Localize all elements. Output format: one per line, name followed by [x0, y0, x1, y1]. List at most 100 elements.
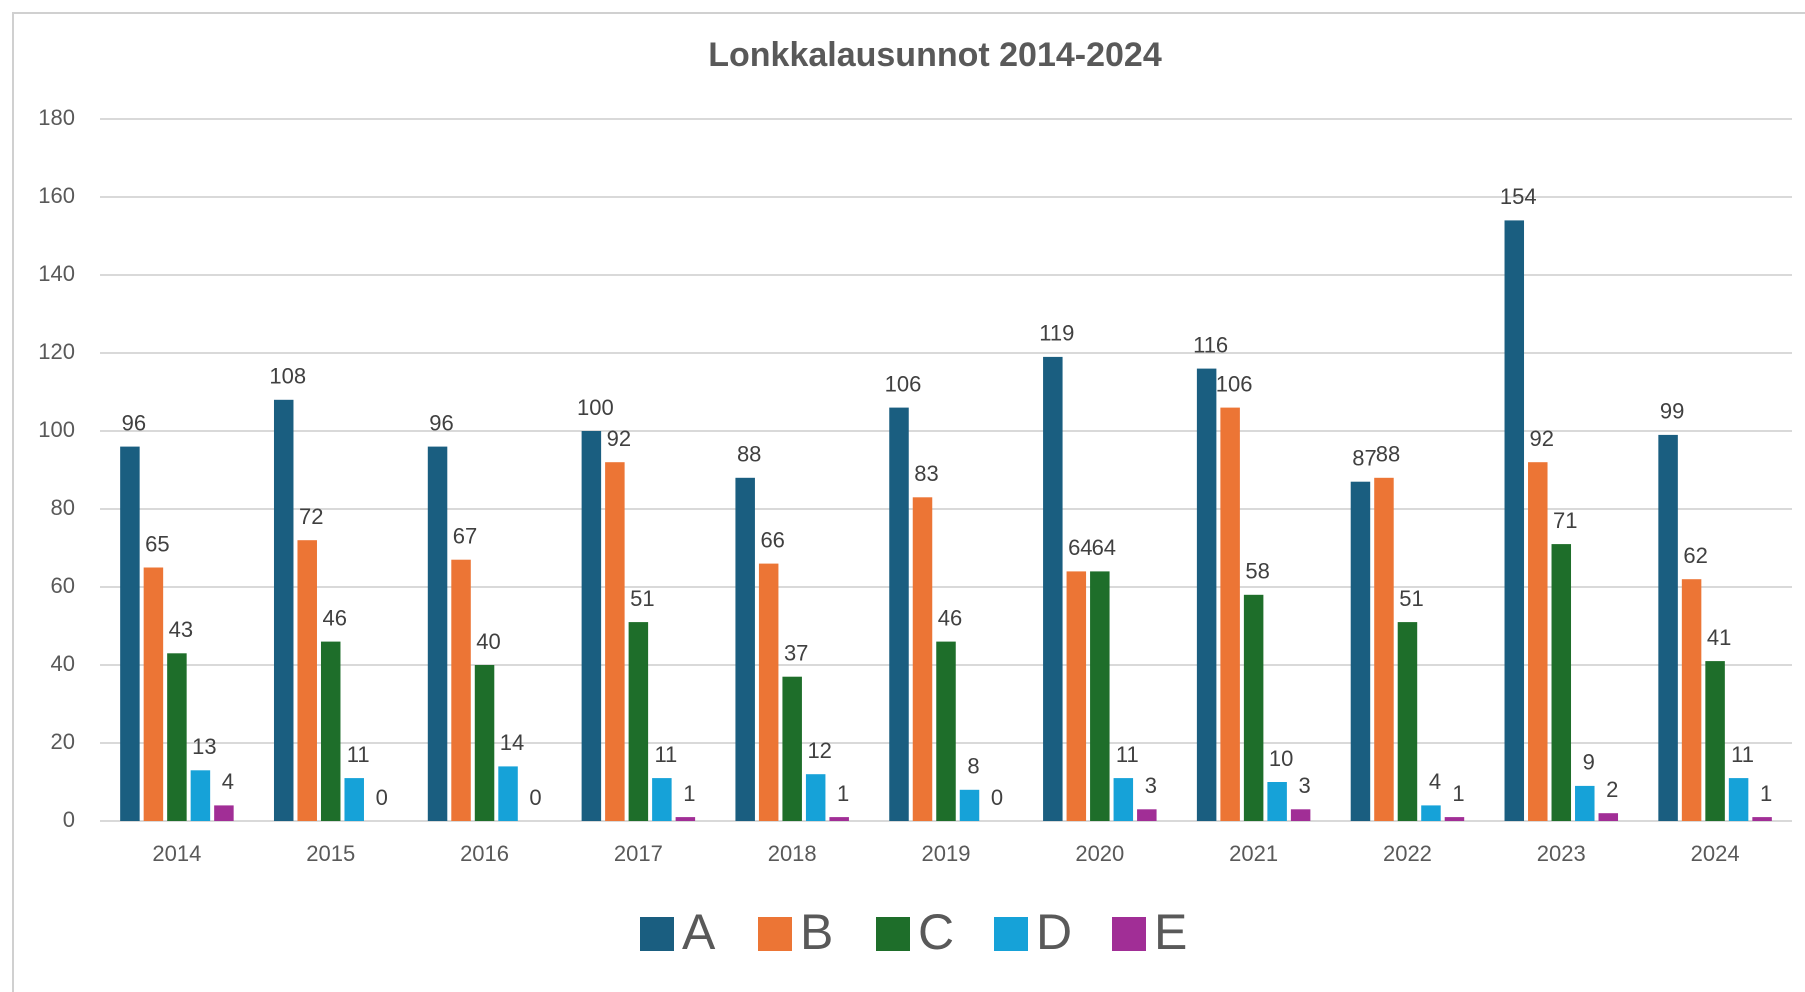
y-tick-label: 20 — [51, 729, 75, 754]
data-label: 71 — [1553, 508, 1577, 533]
data-label: 46 — [322, 605, 346, 630]
y-tick-label: 0 — [63, 807, 75, 832]
legend-swatch — [876, 917, 910, 951]
data-label: 4 — [222, 769, 234, 794]
x-tick-label: 2018 — [768, 841, 817, 866]
data-label: 1 — [1760, 781, 1772, 806]
data-label: 3 — [1145, 773, 1157, 798]
bar — [1728, 778, 1749, 821]
bar — [167, 653, 187, 821]
x-tick-label: 2015 — [306, 841, 355, 866]
data-label: 8 — [967, 754, 979, 779]
data-label: 3 — [1299, 773, 1311, 798]
data-label: 92 — [607, 426, 631, 451]
data-label: 65 — [145, 531, 169, 556]
data-label: 10 — [1269, 746, 1293, 771]
bar — [1220, 407, 1240, 821]
data-label: 88 — [737, 442, 761, 467]
data-label: 66 — [760, 527, 784, 552]
bar — [652, 778, 672, 821]
data-label: 99 — [1660, 399, 1684, 424]
bar — [1504, 220, 1525, 821]
legend-swatch — [640, 917, 674, 951]
bar — [1681, 579, 1702, 821]
data-label: 37 — [784, 641, 808, 666]
y-tick-label: 180 — [38, 105, 75, 130]
data-label: 106 — [1216, 371, 1253, 396]
x-tick-label: 2017 — [614, 841, 663, 866]
data-label: 13 — [192, 734, 216, 759]
bar — [451, 559, 471, 821]
bar — [1658, 434, 1678, 821]
data-label: 14 — [500, 730, 524, 755]
bar — [628, 622, 649, 821]
data-label: 119 — [1039, 321, 1074, 346]
bar — [758, 563, 779, 821]
bar — [605, 462, 625, 821]
y-tick-label: 160 — [38, 183, 75, 208]
bar — [1528, 462, 1548, 821]
y-tick-label: 40 — [51, 651, 75, 676]
data-label: 51 — [630, 586, 654, 611]
bar — [1705, 661, 1725, 821]
legend-swatch — [994, 917, 1028, 951]
data-label: 83 — [914, 461, 938, 486]
bar — [1421, 805, 1441, 821]
data-label: 40 — [476, 629, 500, 654]
data-label: 58 — [1245, 559, 1269, 584]
data-label: 88 — [1376, 442, 1400, 467]
bar — [498, 766, 518, 821]
x-tick-label: 2016 — [460, 841, 509, 866]
bar — [912, 497, 933, 821]
bar — [1066, 571, 1087, 821]
legend-swatch — [758, 917, 792, 951]
bar — [1267, 782, 1287, 821]
data-label: 9 — [1583, 750, 1595, 775]
data-label: 96 — [429, 410, 453, 435]
data-label: 116 — [1193, 332, 1228, 357]
data-label: 108 — [269, 364, 306, 389]
legend-label: A — [682, 904, 716, 960]
data-label: 1 — [837, 781, 849, 806]
data-label: 87 — [1352, 446, 1376, 471]
data-label: 100 — [577, 395, 614, 420]
bar — [581, 431, 602, 821]
y-tick-label: 140 — [38, 261, 75, 286]
bar — [320, 641, 341, 821]
bar — [1575, 785, 1595, 821]
legend-label: C — [918, 904, 954, 960]
data-label: 4 — [1429, 769, 1441, 794]
data-label: 51 — [1399, 586, 1423, 611]
data-label: 92 — [1530, 426, 1554, 451]
data-label: 154 — [1500, 184, 1537, 209]
data-label: 72 — [299, 504, 323, 529]
bar — [1090, 571, 1110, 821]
bar — [1290, 809, 1311, 821]
bar — [427, 446, 448, 821]
x-tick-label: 2014 — [152, 841, 201, 866]
data-label: 64 — [1092, 535, 1116, 560]
data-label: 64 — [1068, 535, 1092, 560]
chart-title: Lonkkalausunnot 2014-2024 — [708, 36, 1162, 74]
bar — [1752, 817, 1772, 821]
bar — [120, 446, 140, 821]
data-label: 43 — [169, 617, 193, 642]
data-label: 96 — [122, 410, 146, 435]
legend-label: B — [800, 904, 833, 960]
bar — [1397, 622, 1418, 821]
y-tick-label: 60 — [51, 573, 75, 598]
bar — [1350, 481, 1371, 821]
bar — [273, 399, 294, 821]
bar — [1551, 544, 1572, 821]
bar — [1598, 813, 1619, 821]
x-tick-label: 2023 — [1537, 841, 1586, 866]
data-label: 11 — [654, 742, 677, 767]
data-label: 11 — [1731, 742, 1754, 767]
bar — [735, 477, 755, 821]
y-tick-label: 100 — [38, 417, 75, 442]
data-label: 1 — [683, 781, 695, 806]
data-label: 0 — [529, 785, 541, 810]
legend-label: D — [1036, 904, 1072, 960]
bar — [675, 817, 696, 821]
